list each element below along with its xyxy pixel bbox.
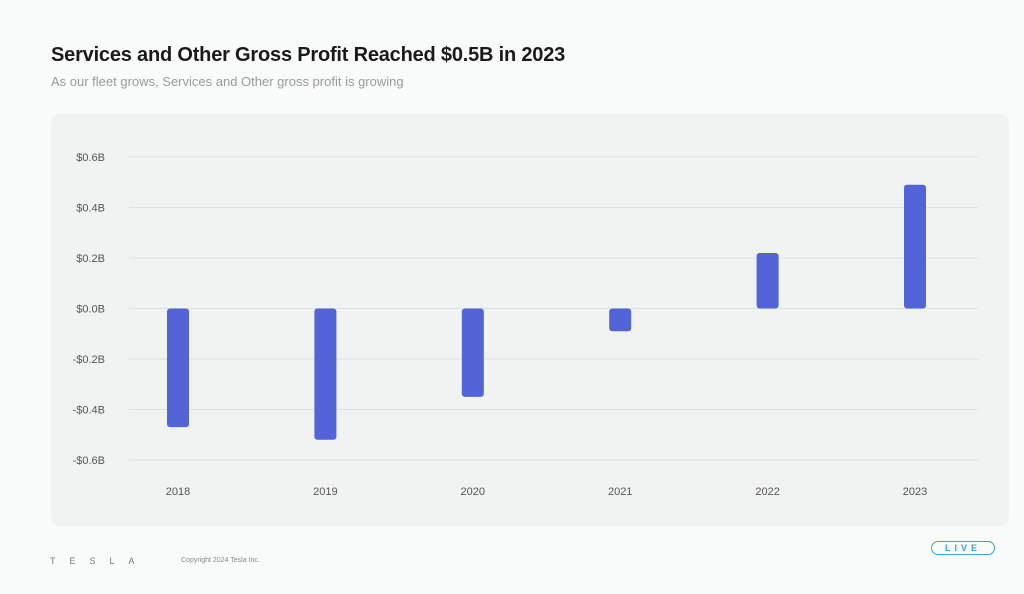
x-tick-label: 2023 xyxy=(903,486,927,498)
x-tick-label: 2022 xyxy=(755,486,779,498)
chart-title: Services and Other Gross Profit Reached … xyxy=(51,44,566,66)
bar xyxy=(314,308,337,440)
x-tick-label: 2019 xyxy=(313,486,337,498)
x-tick-label: 2021 xyxy=(608,486,632,498)
live-badge: LIVE xyxy=(931,541,995,555)
bar xyxy=(167,308,189,428)
y-tick-label: -$0.2B xyxy=(73,354,105,366)
bar-chart: $0.6B $0.4B $0.2B $0.0B -$0.2B -$0.4B -$0.6B 20… xyxy=(73,152,978,498)
x-tick-label: 2020 xyxy=(461,486,485,498)
y-tick-label: $0.4B xyxy=(76,203,105,215)
y-tick-label: -$0.4B xyxy=(73,405,105,417)
y-tick-label: $0.0B xyxy=(76,304,105,316)
bar xyxy=(609,308,632,332)
y-tick-label: $0.6B xyxy=(76,152,105,164)
tesla-logo: TESLA xyxy=(50,556,149,566)
chart-panel: $0.6B $0.4B $0.2B $0.0B -$0.2B -$0.4B -$0.6B 20… xyxy=(51,114,1009,526)
y-tick-label: $0.2B xyxy=(76,253,105,265)
chart-subtitle: As our fleet grows, Services and Other g… xyxy=(51,74,404,89)
bar xyxy=(904,184,926,309)
y-tick-label: -$0.6B xyxy=(73,455,105,467)
x-tick-label: 2018 xyxy=(166,486,190,498)
bar xyxy=(756,252,779,309)
bar xyxy=(461,308,484,397)
copyright-text: Copyright 2024 Tesla Inc. xyxy=(181,557,260,564)
